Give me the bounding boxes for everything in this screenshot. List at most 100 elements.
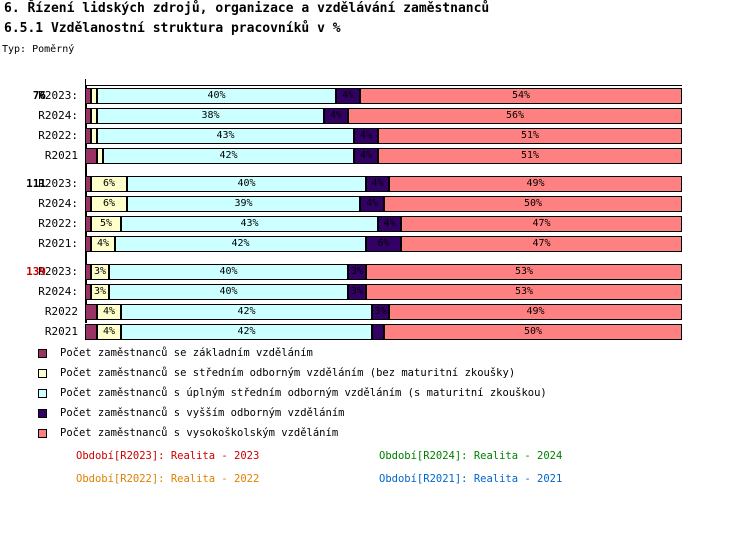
legend-item-label: Počet zaměstnanců s vyšším odborným vzdě… xyxy=(60,407,345,419)
bar-segment: 4% xyxy=(336,88,360,104)
bar-row-label: R2022: xyxy=(38,217,78,230)
report-title-line1: 6. Řízení lidských zdrojů, organizace a … xyxy=(4,1,490,16)
legend-swatch-icon xyxy=(38,369,47,378)
stacked-bar: 3% 40% 3% 53% xyxy=(85,284,682,300)
table-row: R2022: 5% 43% 4% 47% xyxy=(0,216,750,232)
stacked-bar: 38% 4% 56% xyxy=(85,108,682,124)
bar-segment xyxy=(85,196,91,212)
bar-segment: 5% xyxy=(91,216,121,232)
bar-segment xyxy=(85,108,91,124)
table-row: R2024: 38% 4% 56% xyxy=(0,108,750,124)
bar-row-label: R2021 xyxy=(44,149,78,162)
bar-segment: 47% xyxy=(401,236,682,252)
bar-segment: 40% xyxy=(97,88,336,104)
bar-row-label: R2022: xyxy=(38,129,78,142)
bar-segment: 54% xyxy=(360,88,682,104)
bar-segment: 47% xyxy=(401,216,682,232)
bar-segment: 53% xyxy=(366,264,682,280)
bar-segment: 40% xyxy=(109,264,348,280)
bar-segment: 6% xyxy=(366,236,401,252)
stacked-bar: 42% 4% 51% xyxy=(85,148,682,164)
legend-swatch-icon xyxy=(38,409,47,418)
bar-segment: 49% xyxy=(389,304,682,320)
bar-segment xyxy=(91,128,97,144)
bar-segment: 42% xyxy=(103,148,354,164)
legend-item-label: Počet zaměstnanců s vysokoškolským vzděl… xyxy=(60,427,339,439)
bar-row-label: R2024: xyxy=(38,197,78,210)
table-row: R2023: 40% 4% 54% xyxy=(0,88,750,104)
bar-segment: 3% xyxy=(91,284,109,300)
bar-segment: 4% xyxy=(360,196,384,212)
bar-segment xyxy=(91,108,97,124)
bar-segment xyxy=(85,264,91,280)
bar-segment: 53% xyxy=(366,284,682,300)
bar-segment: 3% xyxy=(91,264,109,280)
table-row: R2023: 3% 40% 3% 53% xyxy=(0,264,750,280)
bar-segment xyxy=(85,304,97,320)
period-legend-item: Období[R2023]: Realita - 2023 xyxy=(76,450,260,462)
bar-segment: 50% xyxy=(384,196,682,212)
bar-segment: 4% xyxy=(97,324,121,340)
table-row: R2022 4% 42% 3% 49% xyxy=(0,304,750,320)
bar-segment: 51% xyxy=(378,128,682,144)
legend-swatch-icon xyxy=(38,429,47,438)
stacked-bar: 6% 39% 4% 50% xyxy=(85,196,682,212)
bar-segment: 51% xyxy=(378,148,682,164)
bar-segment: 56% xyxy=(348,108,682,124)
bar-segment xyxy=(85,324,97,340)
bar-group-label: 139 xyxy=(26,265,46,278)
report-type-label: Typ: Poměrný xyxy=(2,44,75,55)
period-legend-item: Období[R2022]: Realita - 2022 xyxy=(76,473,260,485)
stacked-bar: 3% 40% 3% 53% xyxy=(85,264,682,280)
bar-segment xyxy=(85,148,97,164)
table-row: R2021: 4% 42% 6% 47% xyxy=(0,236,750,252)
bar-segment: 43% xyxy=(121,216,378,232)
chart-top-axis xyxy=(85,85,682,86)
stacked-bar: 4% 42% 50% xyxy=(85,324,682,340)
bar-segment: 4% xyxy=(324,108,348,124)
legend-item-label: Počet zaměstnanců s úplným středním odbo… xyxy=(60,387,547,399)
bar-segment: 4% xyxy=(354,148,378,164)
table-row: R2021 42% 4% 51% xyxy=(0,148,750,164)
stacked-bar-chart: R2023: 40% 4% 54% R2024: 38% 4% 56% R2022: 43% 4% 5… xyxy=(0,79,750,340)
bar-segment: 40% xyxy=(127,176,366,192)
bar-row-label: R2024: xyxy=(38,109,78,122)
period-legend-item: Období[R2024]: Realita - 2024 xyxy=(379,450,563,462)
period-legend-item: Období[R2021]: Realita - 2021 xyxy=(379,473,563,485)
legend-item-label: Počet zaměstnanců se středním odborným v… xyxy=(60,367,516,379)
table-row: R2023: 6% 40% 4% 49% xyxy=(0,176,750,192)
report-title-line2: 6.5.1 Vzdělanostní struktura pracovníků … xyxy=(4,21,341,36)
bar-segment: 4% xyxy=(354,128,378,144)
bar-segment: 39% xyxy=(127,196,360,212)
bar-segment xyxy=(85,216,91,232)
bar-group-label: 111 xyxy=(26,177,46,190)
table-row: R2024: 3% 40% 3% 53% xyxy=(0,284,750,300)
bar-row-label: R2022 xyxy=(44,305,78,318)
table-row: R2021 4% 42% 50% xyxy=(0,324,750,340)
table-row: R2022: 43% 4% 51% xyxy=(0,128,750,144)
bar-group-label: 76 xyxy=(32,89,46,102)
stacked-bar: 6% 40% 4% 49% xyxy=(85,176,682,192)
bar-row-label: R2021 xyxy=(44,325,78,338)
bar-segment: 38% xyxy=(97,108,324,124)
bar-row-label: R2023: xyxy=(38,177,78,190)
bar-segment: 6% xyxy=(91,176,127,192)
bar-segment: 4% xyxy=(378,216,401,232)
bar-segment: 6% xyxy=(91,196,127,212)
bar-segment xyxy=(85,236,91,252)
stacked-bar: 4% 42% 3% 49% xyxy=(85,304,682,320)
bar-segment: 42% xyxy=(115,236,366,252)
stacked-bar: 5% 43% 4% 47% xyxy=(85,216,682,232)
chart-axis-tick xyxy=(85,79,86,86)
bar-segment: 42% xyxy=(121,304,372,320)
bar-segment xyxy=(91,88,97,104)
bar-segment: 4% xyxy=(91,236,115,252)
bar-segment: 50% xyxy=(384,324,682,340)
bar-segment: 4% xyxy=(366,176,389,192)
bar-segment: 3% xyxy=(348,284,366,300)
bar-segment: 3% xyxy=(372,304,389,320)
stacked-bar: 4% 42% 6% 47% xyxy=(85,236,682,252)
bar-segment xyxy=(85,128,91,144)
bar-segment xyxy=(85,176,91,192)
bar-row-label: R2024: xyxy=(38,285,78,298)
